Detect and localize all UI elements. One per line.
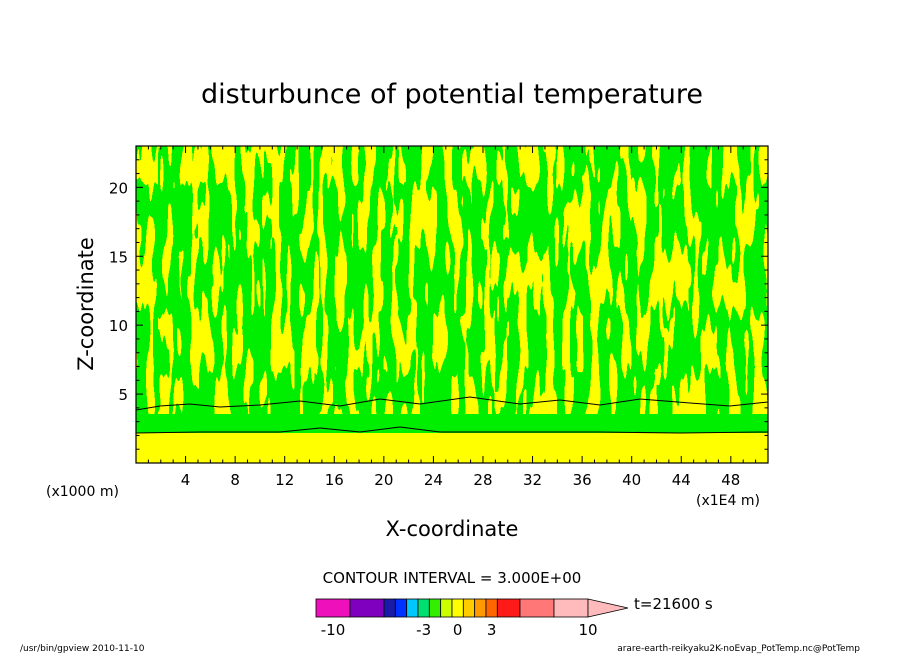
x-tick-label: 8: [230, 471, 240, 489]
colorbar-tick-label: -3: [416, 621, 431, 639]
lower-contour-line: [136, 426, 768, 434]
x-unit-label: (x1E4 m): [696, 493, 760, 509]
time-label: t=21600 s: [634, 595, 713, 613]
y-tick-label: 10: [109, 317, 128, 335]
colorbar-segment: [394, 598, 408, 618]
lower-yellow-band: [136, 433, 768, 463]
y-tick-label: 15: [109, 248, 128, 266]
boundary-contour-line: [136, 396, 768, 411]
y-tick-label: 20: [109, 179, 128, 197]
colorbar-overflow-arrow: [587, 598, 629, 618]
colorbar: [315, 598, 629, 618]
colorbar-segment: [496, 598, 521, 618]
footer-right: arare-earth-reikyaku2K-noEvap_PotTemp.nc…: [617, 644, 860, 654]
x-axis-label: X-coordinate: [386, 517, 519, 541]
colorbar-segment: [417, 598, 430, 618]
x-tick-label: 20: [374, 471, 393, 489]
x-tick-label: 4: [181, 471, 191, 489]
x-tick-label: 36: [573, 471, 592, 489]
colorbar-tick-label: 10: [578, 621, 597, 639]
x-tick-label: 48: [721, 471, 740, 489]
colorbar-segment: [451, 598, 464, 618]
colorbar-segment: [315, 598, 351, 618]
colorbar-labels: -10 -3 0 3 10: [321, 621, 598, 639]
colorbar-segment: [485, 598, 498, 618]
colorbar-segment: [474, 598, 487, 618]
contour-interval-text: CONTOUR INTERVAL = 3.000E+00: [323, 569, 582, 587]
colorbar-segment: [406, 598, 419, 618]
chart-title: disturbunce of potential temperature: [201, 79, 703, 110]
x-tick-label: 12: [275, 471, 294, 489]
colorbar-tick-label: -10: [321, 621, 346, 639]
y-axis-label: Z-coordinate: [74, 237, 98, 371]
colorbar-segment: [553, 598, 589, 618]
footer-left: /usr/bin/gpview 2010-11-10: [20, 644, 145, 654]
y-tick-label: 5: [118, 386, 128, 404]
x-tick-label: 16: [325, 471, 344, 489]
colorbar-segment: [462, 598, 476, 618]
x-tick-label: 40: [622, 471, 641, 489]
colorbar-segment: [440, 598, 453, 618]
yellow-turbulent-field: [136, 146, 768, 414]
colorbar-tick-label: 0: [453, 621, 463, 639]
axis-ticks: [136, 146, 768, 463]
x-tick-label: 28: [473, 471, 492, 489]
colorbar-segment: [383, 598, 396, 618]
colorbar-tick-label: 3: [487, 621, 497, 639]
x-tick-label: 24: [424, 471, 443, 489]
plot-area: [136, 146, 768, 463]
y-unit-label: (x1000 m): [46, 484, 119, 500]
x-tick-label: 32: [523, 471, 542, 489]
colorbar-segment: [349, 598, 385, 618]
colorbar-segment: [428, 598, 442, 618]
plot-frame: [135, 145, 769, 464]
colorbar-segment: [519, 598, 555, 618]
x-tick-label: 44: [672, 471, 691, 489]
